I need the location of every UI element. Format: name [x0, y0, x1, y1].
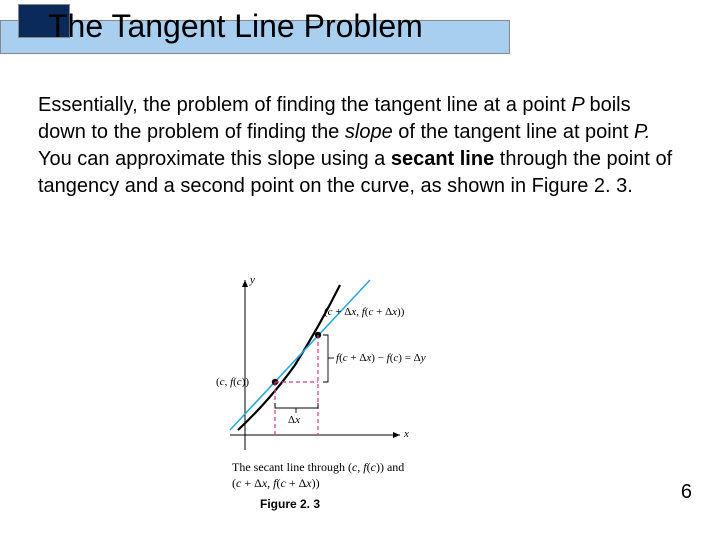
p1-italic-slope: slope — [345, 121, 398, 143]
figure-caption-line1: The secant line through (c, f(c)) and — [232, 460, 404, 475]
p1-italic-P2: P. — [634, 121, 650, 143]
axis-y-label: y — [250, 274, 255, 286]
slide-title: The Tangent Line Problem — [48, 8, 423, 45]
page-number: 6 — [681, 481, 692, 504]
dx-label: Δx — [288, 414, 300, 426]
figure-caption-line2: (c + Δx, f(c + Δx)) — [232, 476, 320, 491]
point2-label: (c + Δx, f(c + Δx)) — [324, 306, 404, 318]
body-paragraph: Essentially, the problem of finding the … — [38, 92, 678, 200]
p1-italic-P: P — [571, 94, 589, 116]
axis-x-label: x — [404, 428, 409, 440]
p1-c: of the tangent line at point — [398, 121, 634, 143]
p2-bold-secant: secant line — [391, 148, 494, 170]
dy-label: f(c + Δx) − f(c) = Δy — [336, 352, 426, 364]
p1-a: Essentially, the problem of finding the … — [38, 94, 571, 116]
point1-label: (c, f(c)) — [216, 376, 249, 388]
figure-diagram: x y (c, f(c)) (c + Δx, f(c + Δx)) f(c + … — [200, 270, 520, 500]
p2-a: You can approximate this slope using a — [38, 148, 391, 170]
figure-number-caption: Figure 2. 3 — [260, 497, 320, 511]
